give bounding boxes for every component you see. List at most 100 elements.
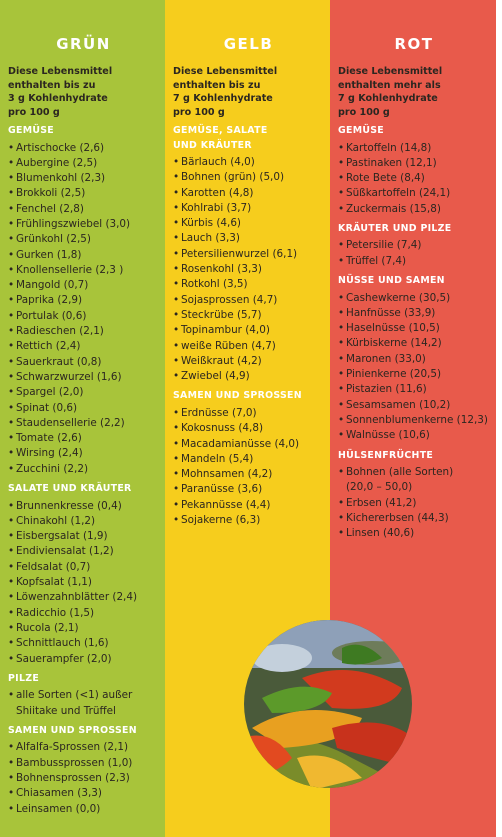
food-item: Grünkohl (2,5) xyxy=(8,232,159,248)
intro-line: Diese Lebensmittel xyxy=(8,66,113,77)
food-item: Sesamsamen (10,2) xyxy=(338,398,490,414)
section: PILZE alle Sorten (<1) außer Shiitake und … xyxy=(8,672,159,719)
intro-line: 3 g Kohlenhydrate xyxy=(8,93,108,104)
food-item: Löwenzahnblätter (2,4) xyxy=(8,590,159,606)
food-item: alle Sorten (<1) außer Shiitake und Trüff… xyxy=(8,688,159,719)
food-item-line: (20,0 – 50,0) xyxy=(346,481,413,494)
food-item: Pekannüsse (4,4) xyxy=(173,498,324,514)
food-item: Kohlrabi (3,7) xyxy=(173,201,324,217)
food-item: Endiviensalat (1,2) xyxy=(8,544,159,560)
vegetable-photo xyxy=(244,620,412,788)
section-heading: GEMÜSE xyxy=(8,125,54,136)
food-item: Bambussprossen (1,0) xyxy=(8,756,159,772)
food-item: Zwiebel (4,9) xyxy=(173,369,324,385)
item-list: Artischocke (2,6)Aubergine (2,5)Blumenko… xyxy=(8,141,159,478)
section-heading: SAMEN UND SPROSSEN xyxy=(173,390,302,402)
section: SAMEN UND SPROSSEN Alfalfa-Sprossen (2,1)… xyxy=(8,724,159,817)
food-item: Schwarzwurzel (1,6) xyxy=(8,370,159,386)
section-heading: GEMÜSE xyxy=(338,125,384,136)
food-item: Bohnensprossen (2,3) xyxy=(8,771,159,787)
section-heading-line: GEMÜSE, SALATE xyxy=(173,125,268,136)
food-item: Paranüsse (3,6) xyxy=(173,482,324,498)
food-item: Chiasamen (3,3) xyxy=(8,786,159,802)
food-item: Karotten (4,8) xyxy=(173,186,324,202)
food-item: Frühlingszwiebel (3,0) xyxy=(8,217,159,233)
food-item: Radieschen (2,1) xyxy=(8,324,159,340)
food-item: Linsen (40,6) xyxy=(338,526,490,542)
item-list: Bohnen (alle Sorten) (20,0 – 50,0) Erbsen … xyxy=(338,465,490,542)
section: GEMÜSE Kartoffeln (14,8)Pastinaken (12,1)… xyxy=(338,124,490,217)
food-item: Steckrübe (5,7) xyxy=(173,308,324,324)
food-item: Blumenkohl (2,3) xyxy=(8,171,159,187)
section-heading: NÜSSE UND SAMEN xyxy=(338,275,445,287)
food-item: Leinsamen (0,0) xyxy=(8,802,159,818)
food-item-line: Shiitake und Trüffel xyxy=(16,704,116,717)
food-item: Trüffel (7,4) xyxy=(338,254,490,270)
food-item: Mandeln (5,4) xyxy=(173,452,324,468)
section-heading-line: UND KRÄUTER xyxy=(173,139,252,151)
food-item: Erdnüsse (7,0) xyxy=(173,406,324,422)
intro: Diese Lebensmittel enthalten bis zu 7 g Ko… xyxy=(173,65,324,119)
intro-line: enthalten mehr als xyxy=(338,79,441,91)
food-item: Bohnen (grün) (5,0) xyxy=(173,170,324,186)
item-list: Kartoffeln (14,8)Pastinaken (12,1)Rote B… xyxy=(338,141,490,218)
food-item: Paprika (2,9) xyxy=(8,293,159,309)
intro-line: enthalten bis zu xyxy=(173,79,261,91)
item-list: Bärlauch (4,0)Bohnen (grün) (5,0)Karotte… xyxy=(173,155,324,385)
food-item: Macadamianüsse (4,0) xyxy=(173,437,324,453)
food-item: Petersilie (7,4) xyxy=(338,238,490,254)
food-item: Gurken (1,8) xyxy=(8,248,159,264)
section-heading: KRÄUTER UND PILZE xyxy=(338,222,452,234)
food-item: Alfalfa-Sprossen (2,1) xyxy=(8,740,159,756)
food-item: Kürbis (4,6) xyxy=(173,216,324,232)
food-item: Radicchio (1,5) xyxy=(8,606,159,622)
food-item: Rotkohl (3,5) xyxy=(173,277,324,293)
food-item: Lauch (3,3) xyxy=(173,231,324,247)
food-item: Schnittlauch (1,6) xyxy=(8,636,159,652)
food-item: Bohnen (alle Sorten) (20,0 – 50,0) xyxy=(338,465,490,496)
food-item: Maronen (33,0) xyxy=(338,352,490,368)
section: SALATE UND KRÄUTER Brunnenkresse (0,4)Chi… xyxy=(8,482,159,667)
food-item: Sauerampfer (2,0) xyxy=(8,652,159,668)
intro-line: pro 100 g xyxy=(8,106,60,118)
food-item: Haselnüsse (10,5) xyxy=(338,321,490,337)
food-item: Petersilienwurzel (6,1) xyxy=(173,247,324,263)
food-item: Bärlauch (4,0) xyxy=(173,155,324,171)
food-item: Topinambur (4,0) xyxy=(173,323,324,339)
column-title: ROT xyxy=(394,35,434,53)
item-list: Erdnüsse (7,0)Kokosnuss (4,8)Macadamianü… xyxy=(173,406,324,529)
food-item: Kartoffeln (14,8) xyxy=(338,141,490,157)
food-item: Staudensellerie (2,2) xyxy=(8,416,159,432)
intro: Diese Lebensmittel enthalten bis zu 3 g Ko… xyxy=(8,65,159,119)
food-item: Fenchel (2,8) xyxy=(8,202,159,218)
food-item: Kokosnuss (4,8) xyxy=(173,421,324,437)
section: HÜLSENFRÜCHTE Bohnen (alle Sorten) (20,0 –… xyxy=(338,449,490,542)
intro-line: 7 g Kohlenhydrate xyxy=(338,93,438,104)
food-item: Kichererbsen (44,3) xyxy=(338,511,490,527)
food-item: Eisbergsalat (1,9) xyxy=(8,529,159,545)
food-item: Portulak (0,6) xyxy=(8,309,159,325)
section: KRÄUTER UND PILZE Petersilie (7,4)Trüffel… xyxy=(338,222,490,269)
food-item-line: alle Sorten (<1) außer xyxy=(16,689,133,702)
food-item: Sonnenblumenkerne (12,3) xyxy=(338,413,490,429)
food-item: Erbsen (41,2) xyxy=(338,496,490,512)
food-item: Spargel (2,0) xyxy=(8,385,159,401)
section-heading: GEMÜSE, SALATE UND KRÄUTER xyxy=(173,124,324,153)
intro-line: pro 100 g xyxy=(173,106,225,118)
food-item: Pinienkerne (20,5) xyxy=(338,367,490,383)
item-list: Petersilie (7,4)Trüffel (7,4) xyxy=(338,238,490,269)
section-heading: SAMEN UND SPROSSEN xyxy=(8,724,137,736)
food-item: Sauerkraut (0,8) xyxy=(8,355,159,371)
item-list: alle Sorten (<1) außer Shiitake und Trüff… xyxy=(8,688,159,719)
food-item: Pistazien (11,6) xyxy=(338,382,490,398)
food-item: Spinat (0,6) xyxy=(8,401,159,417)
food-item: Chinakohl (1,2) xyxy=(8,514,159,530)
section-heading: PILZE xyxy=(8,672,40,684)
food-item: Hanfnüsse (33,9) xyxy=(338,306,490,322)
food-item: Zuckermais (15,8) xyxy=(338,202,490,218)
item-list: Brunnenkresse (0,4)Chinakohl (1,2)Eisber… xyxy=(8,499,159,668)
food-item: Sojakerne (6,3) xyxy=(173,513,324,529)
food-item: weiße Rüben (4,7) xyxy=(173,339,324,355)
food-item: Mohnsamen (4,2) xyxy=(173,467,324,483)
